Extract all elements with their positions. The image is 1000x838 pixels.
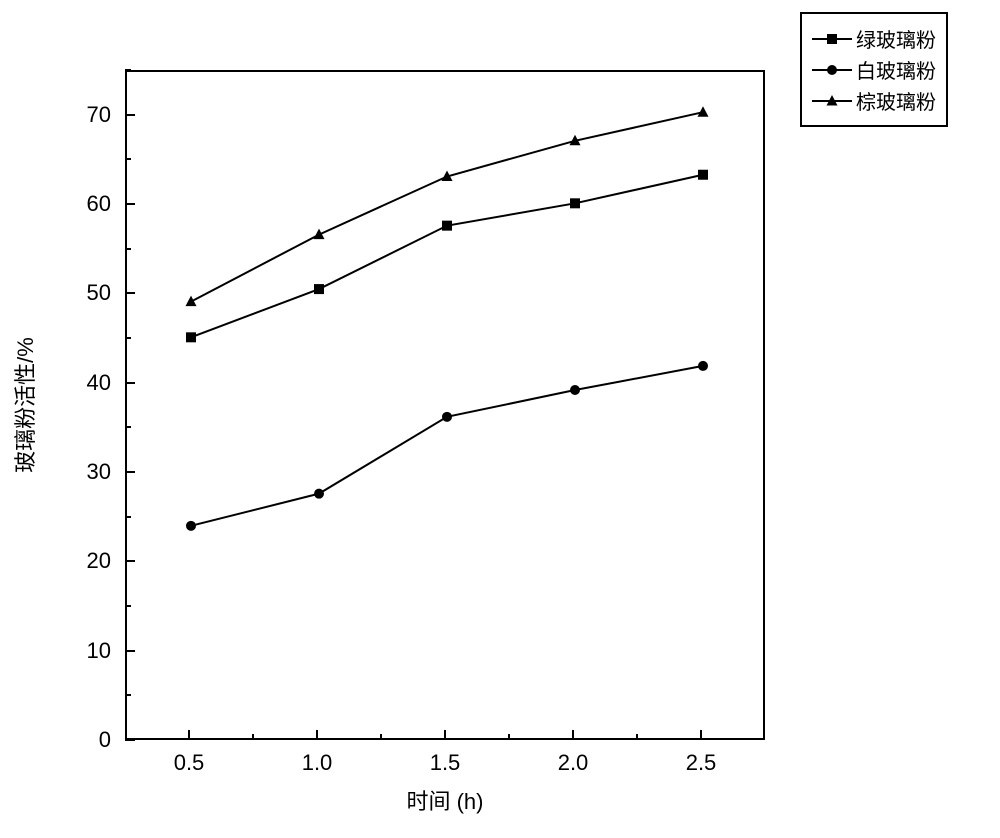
chart-container: 玻璃粉活性/% 时间 (h) 绿玻璃粉 白玻璃粉 棕玻璃粉 0 10 20 30 40 5… (0, 0, 1000, 838)
x-tick-label: 2.5 (686, 750, 717, 776)
y-tick (125, 292, 135, 294)
y-axis-label: 玻璃粉活性/% (8, 337, 40, 473)
x-tick-label: 2.0 (558, 750, 589, 776)
series-line-1 (191, 366, 703, 526)
series-line-0 (191, 175, 703, 338)
legend-marker-icon (812, 92, 852, 110)
y-tick (125, 471, 135, 473)
y-tick-minor (125, 337, 131, 339)
legend-marker-icon (812, 61, 852, 79)
x-tick-minor (508, 734, 510, 740)
legend: 绿玻璃粉 白玻璃粉 棕玻璃粉 (800, 12, 948, 127)
x-tick-label: 0.5 (174, 750, 205, 776)
y-tick-label: 60 (0, 191, 111, 217)
y-tick (125, 203, 135, 205)
y-tick (125, 114, 135, 116)
y-tick-label: 50 (0, 280, 111, 306)
x-tick-label: 1.0 (302, 750, 333, 776)
x-tick (444, 730, 446, 740)
y-tick-label: 20 (0, 548, 111, 574)
legend-label: 绿玻璃粉 (856, 24, 936, 53)
legend-item: 绿玻璃粉 (812, 24, 936, 53)
x-tick-minor (636, 734, 638, 740)
y-tick-minor (125, 694, 131, 696)
y-tick (125, 739, 135, 741)
y-tick-minor (125, 516, 131, 518)
x-tick (316, 730, 318, 740)
y-tick (125, 382, 135, 384)
legend-marker-icon (812, 30, 852, 48)
y-tick-label: 30 (0, 459, 111, 485)
x-tick (572, 730, 574, 740)
y-tick-label: 0 (0, 727, 111, 753)
y-tick-label: 70 (0, 102, 111, 128)
y-tick-minor (125, 426, 131, 428)
y-tick-minor (125, 158, 131, 160)
y-tick-label: 40 (0, 370, 111, 396)
x-tick (700, 730, 702, 740)
y-tick-minor (125, 248, 131, 250)
x-axis-label: 时间 (h) (406, 784, 483, 816)
legend-item: 白玻璃粉 (812, 55, 936, 84)
plot-area (125, 70, 765, 740)
chart-data-layer (127, 72, 767, 742)
x-tick-minor (252, 734, 254, 740)
y-tick-minor (125, 605, 131, 607)
legend-label: 棕玻璃粉 (856, 86, 936, 115)
y-tick-minor (125, 69, 131, 71)
x-tick-label: 1.5 (430, 750, 461, 776)
x-tick-minor (380, 734, 382, 740)
series-line-2 (191, 112, 703, 301)
y-tick-label: 10 (0, 638, 111, 664)
legend-label: 白玻璃粉 (856, 55, 936, 84)
legend-item: 棕玻璃粉 (812, 86, 936, 115)
y-tick (125, 560, 135, 562)
x-tick (188, 730, 190, 740)
y-tick (125, 650, 135, 652)
